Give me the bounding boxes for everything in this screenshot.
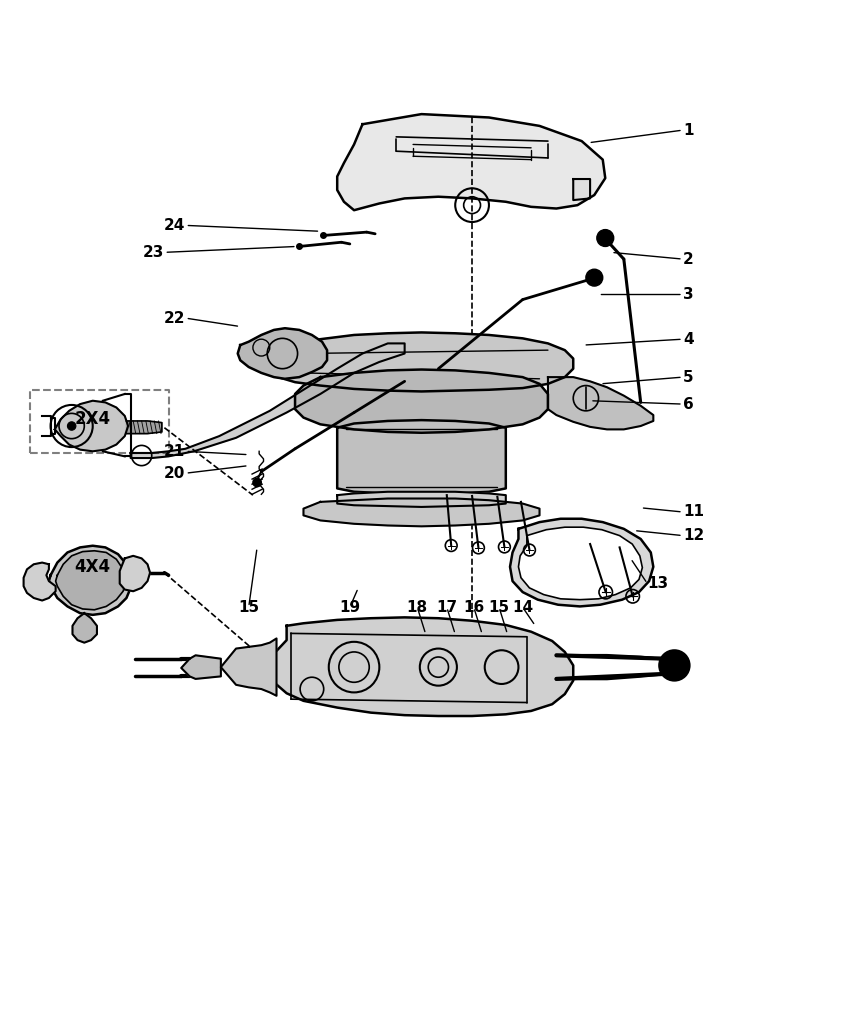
- Text: 4X4: 4X4: [75, 558, 110, 575]
- Text: 19: 19: [339, 600, 361, 614]
- Text: 12: 12: [683, 528, 704, 543]
- Polygon shape: [120, 556, 150, 591]
- Polygon shape: [55, 400, 128, 452]
- Text: 14: 14: [512, 600, 534, 614]
- Polygon shape: [126, 421, 162, 433]
- Polygon shape: [573, 179, 590, 200]
- Text: 16: 16: [463, 600, 485, 614]
- Polygon shape: [303, 499, 540, 526]
- Text: 21: 21: [164, 443, 185, 459]
- Polygon shape: [337, 492, 506, 507]
- Polygon shape: [270, 333, 573, 391]
- Polygon shape: [548, 377, 653, 429]
- Polygon shape: [337, 420, 506, 495]
- Text: 3: 3: [683, 287, 694, 302]
- Polygon shape: [56, 551, 126, 609]
- Text: 13: 13: [647, 577, 668, 591]
- Circle shape: [67, 422, 76, 430]
- Text: 17: 17: [436, 600, 458, 614]
- Circle shape: [586, 269, 603, 286]
- Text: 18: 18: [406, 600, 428, 614]
- Polygon shape: [49, 546, 131, 614]
- Circle shape: [597, 229, 614, 247]
- Polygon shape: [518, 527, 642, 600]
- Polygon shape: [337, 114, 605, 210]
- Text: 20: 20: [164, 466, 185, 480]
- Text: 15: 15: [488, 600, 510, 614]
- Polygon shape: [131, 343, 405, 458]
- Circle shape: [253, 478, 261, 486]
- Circle shape: [659, 650, 690, 681]
- Text: 15: 15: [238, 600, 260, 614]
- Polygon shape: [181, 655, 221, 679]
- Text: 2: 2: [683, 252, 694, 266]
- Text: 23: 23: [143, 245, 164, 260]
- Polygon shape: [238, 329, 327, 379]
- Text: 1: 1: [683, 123, 693, 137]
- Polygon shape: [270, 617, 573, 716]
- Text: 22: 22: [164, 310, 185, 326]
- Text: 5: 5: [683, 370, 694, 385]
- Text: 24: 24: [164, 218, 185, 232]
- Text: 11: 11: [683, 505, 704, 519]
- Text: 6: 6: [683, 396, 694, 412]
- Polygon shape: [295, 370, 548, 433]
- Circle shape: [668, 658, 681, 672]
- Polygon shape: [24, 562, 56, 600]
- Polygon shape: [72, 613, 97, 643]
- Polygon shape: [221, 638, 277, 695]
- Polygon shape: [510, 519, 653, 606]
- Text: 4: 4: [683, 332, 694, 347]
- Text: 2X4: 2X4: [75, 411, 110, 428]
